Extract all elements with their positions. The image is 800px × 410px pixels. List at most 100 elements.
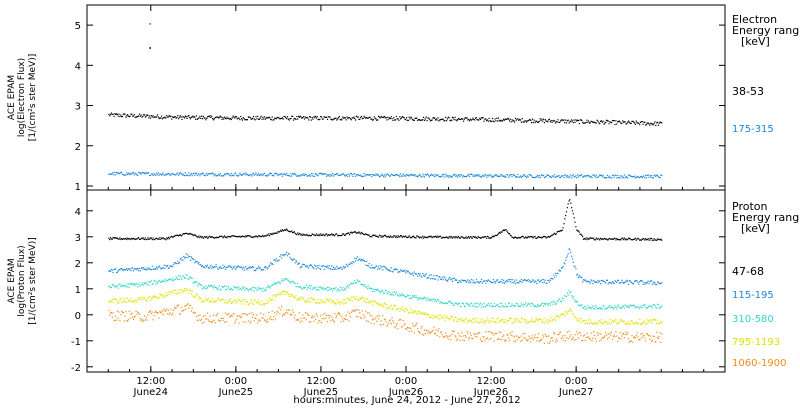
data-point [185, 274, 187, 276]
data-point [163, 308, 165, 310]
data-point [468, 173, 470, 175]
data-point [209, 285, 211, 287]
data-point [179, 275, 181, 277]
data-point [475, 175, 477, 177]
data-point [349, 299, 352, 301]
data-point [529, 174, 531, 176]
data-point [178, 116, 181, 118]
data-point [440, 237, 443, 239]
data-point [166, 174, 168, 176]
data-point [446, 280, 448, 282]
data-point [157, 266, 159, 268]
data-point [215, 315, 217, 317]
data-point [560, 300, 562, 302]
data-point [212, 266, 214, 268]
x-tick-date-label: June26 [473, 387, 509, 398]
data-point [470, 334, 472, 336]
data-point [148, 297, 150, 299]
data-point [473, 235, 475, 238]
data-point [164, 267, 166, 269]
data-point [163, 117, 165, 119]
data-point [163, 238, 165, 240]
data-point [222, 175, 224, 177]
data-point [565, 257, 568, 259]
data-point [614, 320, 616, 322]
data-point [501, 120, 503, 122]
data-point [134, 284, 136, 286]
data-point [428, 117, 430, 119]
data-point [562, 266, 564, 268]
data-point [157, 312, 159, 314]
data-point [164, 281, 166, 283]
data-point [319, 268, 321, 270]
data-point [486, 237, 488, 239]
data-point [435, 329, 437, 331]
data-point [448, 117, 450, 119]
data-point [198, 173, 200, 175]
data-point [355, 258, 357, 260]
data-point [615, 120, 617, 122]
data-point [252, 236, 254, 238]
data-point [172, 236, 175, 238]
data-point [628, 305, 630, 307]
data-point [219, 300, 221, 302]
data-point [178, 304, 180, 306]
data-point [354, 298, 356, 300]
data-point [286, 116, 289, 118]
data-point [121, 301, 123, 303]
data-point [365, 174, 367, 176]
data-point [143, 172, 145, 174]
data-point [608, 237, 610, 240]
data-point [651, 239, 653, 241]
data-point [450, 175, 452, 177]
data-point [426, 313, 428, 315]
data-point [335, 286, 337, 289]
data-point [239, 300, 241, 302]
data-point [333, 268, 335, 270]
data-point [556, 315, 558, 317]
data-point [571, 255, 573, 257]
data-point [162, 294, 164, 296]
data-point [292, 311, 295, 313]
data-point [138, 237, 140, 239]
data-point [394, 293, 397, 295]
data-point [415, 295, 417, 297]
data-point [257, 302, 259, 305]
data-point [485, 174, 487, 176]
data-point [404, 270, 406, 272]
data-point [455, 317, 457, 319]
data-point [417, 175, 420, 177]
data-point [622, 333, 624, 335]
data-point [543, 319, 545, 321]
data-point [537, 121, 539, 123]
data-point [401, 236, 403, 238]
data-point [397, 328, 399, 330]
data-point [466, 303, 468, 305]
data-point [532, 304, 534, 306]
data-point [582, 175, 585, 178]
data-point [552, 278, 554, 280]
data-point [556, 231, 558, 233]
data-point [114, 113, 116, 115]
data-point [286, 255, 289, 257]
data-point [213, 319, 215, 321]
data-point [620, 239, 622, 241]
data-point [287, 230, 289, 232]
data-point [430, 235, 432, 237]
data-point [204, 175, 206, 177]
data-point [236, 236, 238, 238]
data-point [234, 322, 236, 324]
data-point [655, 307, 657, 309]
data-point [145, 282, 147, 284]
data-point [589, 319, 591, 321]
data-point [525, 279, 527, 281]
data-point [195, 234, 197, 236]
data-point [136, 238, 138, 240]
data-point [499, 302, 501, 304]
data-point [559, 176, 561, 179]
data-point [389, 305, 391, 307]
data-point [446, 302, 448, 305]
data-point [623, 174, 625, 176]
data-point [151, 265, 153, 267]
data-point [559, 332, 561, 334]
